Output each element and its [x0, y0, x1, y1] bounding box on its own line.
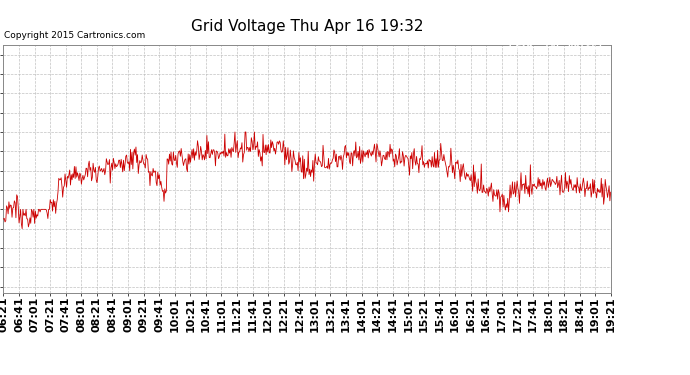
Text: Copyright 2015 Cartronics.com: Copyright 2015 Cartronics.com [4, 32, 146, 40]
Title: Grid Voltage Thu Apr 16 19:32: Grid Voltage Thu Apr 16 19:32 [191, 19, 423, 34]
